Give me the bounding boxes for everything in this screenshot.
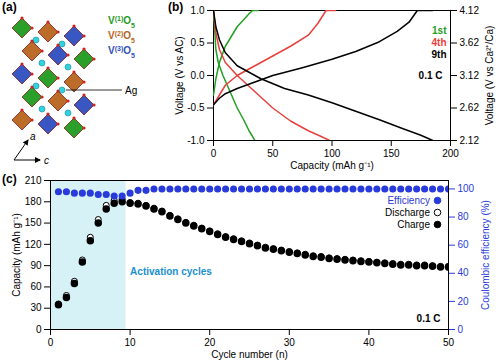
svg-text:0: 0 [458, 324, 464, 335]
svg-text:V(3)O5: V(3)O5 [108, 45, 135, 59]
html-text:Charge: Charge [397, 218, 430, 230]
svg-text:120: 120 [25, 239, 42, 250]
svg-text:0: 0 [36, 324, 42, 335]
svg-text:2.62: 2.62 [460, 102, 480, 113]
svg-text:30: 30 [284, 337, 296, 348]
svg-text:-1.0: -1.0 [187, 135, 205, 146]
svg-text:Coulombic efficiency (%): Coulombic efficiency (%) [480, 200, 491, 310]
svg-text:Voltage (V vs Ca²⁺/Ca): Voltage (V vs Ca²⁺/Ca) [484, 26, 495, 126]
svg-text:150: 150 [25, 217, 42, 228]
svg-text:V(2)O5: V(2)O5 [108, 30, 135, 44]
svg-text:40: 40 [458, 267, 470, 278]
svg-text:100: 100 [458, 183, 475, 194]
svg-text:2.12: 2.12 [460, 135, 480, 146]
svg-text:9th: 9th [432, 49, 447, 60]
svg-text:0: 0 [48, 337, 54, 348]
svg-text:20: 20 [458, 296, 470, 307]
svg-text:210: 210 [25, 175, 42, 186]
svg-text:40: 40 [363, 337, 375, 348]
svg-text:-0.5: -0.5 [187, 102, 205, 113]
svg-text:V(1)O5: V(1)O5 [108, 15, 135, 29]
html-text:(b): (b) [168, 0, 184, 14]
svg-text:4.12: 4.12 [460, 5, 480, 16]
svg-text:10: 10 [125, 337, 137, 348]
svg-text:Ag: Ag [125, 85, 137, 96]
svg-text:Voltage (V vs AC): Voltage (V vs AC) [174, 36, 185, 114]
svg-text:3.12: 3.12 [460, 70, 480, 81]
svg-text:3.62: 3.62 [460, 37, 480, 48]
svg-text:0.5: 0.5 [191, 37, 205, 48]
svg-text:100: 100 [324, 148, 341, 159]
html-text:(c): (c) [2, 172, 17, 186]
svg-text:0: 0 [211, 148, 217, 159]
html-text:(a): (a) [2, 0, 17, 14]
svg-text:Activation cycles: Activation cycles [130, 266, 212, 277]
svg-text:4th: 4th [432, 37, 447, 48]
svg-text:150: 150 [383, 148, 400, 159]
svg-text:180: 180 [25, 196, 42, 207]
svg-text:60: 60 [30, 281, 42, 292]
svg-text:0.0: 0.0 [191, 70, 205, 81]
svg-text:1st: 1st [432, 25, 447, 36]
svg-text:1.0: 1.0 [191, 5, 205, 16]
svg-text:200: 200 [442, 148, 459, 159]
svg-text:Cycle number (n): Cycle number (n) [211, 349, 288, 360]
svg-text:0.1 C: 0.1 C [419, 70, 443, 81]
svg-text:50: 50 [443, 337, 455, 348]
svg-text:50: 50 [267, 148, 279, 159]
svg-text:c: c [44, 155, 49, 166]
svg-text:Capacity (mAh g⁻¹): Capacity (mAh g⁻¹) [11, 213, 22, 297]
html-text:Efficiency: Efficiency [387, 194, 430, 206]
svg-text:a: a [30, 131, 36, 142]
html-text:Discharge: Discharge [385, 206, 430, 218]
svg-text:30: 30 [30, 302, 42, 313]
svg-text:60: 60 [458, 239, 470, 250]
svg-text:0.1 C: 0.1 C [417, 313, 441, 324]
svg-text:80: 80 [458, 211, 470, 222]
svg-text:20: 20 [204, 337, 216, 348]
svg-text:Capacity (mAh g⁻¹): Capacity (mAh g⁻¹) [290, 160, 374, 171]
svg-text:90: 90 [30, 260, 42, 271]
